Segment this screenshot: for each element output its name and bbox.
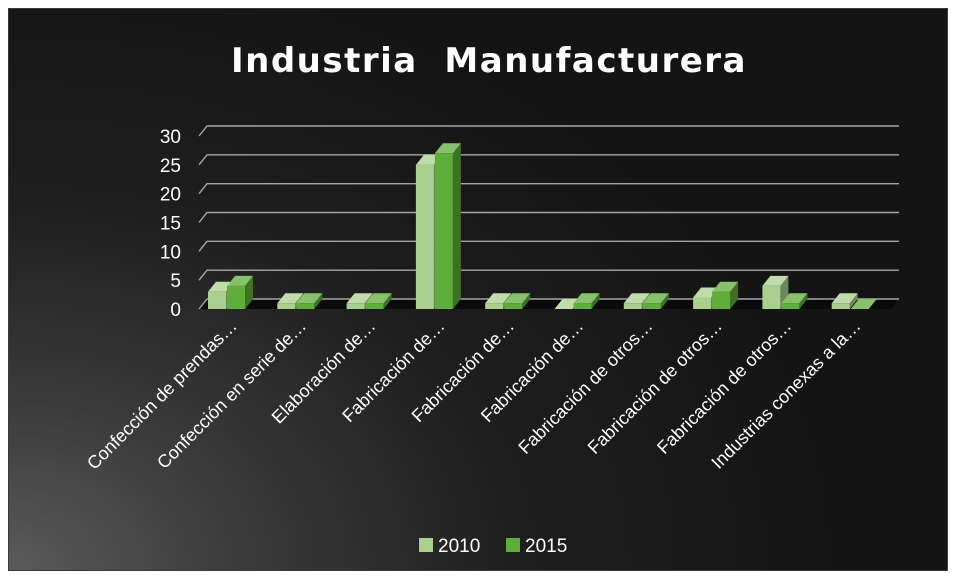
x-tick-label: Fabricación de otros… (653, 316, 795, 458)
bar-front (623, 303, 642, 309)
bar-top (365, 293, 392, 304)
legend-swatch (419, 538, 433, 552)
bar-top (277, 293, 304, 304)
bar-front (415, 164, 434, 309)
bar-side (660, 293, 669, 309)
bar-top (485, 293, 512, 304)
gridline (198, 240, 899, 252)
x-tick-label: Fabricación de otros… (584, 316, 726, 458)
y-tick-label: 25 (160, 156, 181, 177)
gridlines (198, 125, 899, 310)
bar-side (314, 293, 323, 309)
bar-top (831, 293, 858, 304)
y-tick-label: 0 (170, 300, 181, 321)
bar-top (434, 143, 461, 154)
bar-top (762, 275, 789, 286)
legend-label: 2010 (438, 536, 480, 557)
bar (504, 293, 531, 309)
gridline (198, 154, 899, 166)
bar-front (781, 303, 800, 309)
bar-side (799, 293, 808, 309)
bar-front (296, 303, 315, 309)
bar-front (762, 285, 781, 309)
bar-front (365, 303, 384, 309)
y-tick-label: 20 (160, 185, 181, 206)
bar-side (591, 293, 600, 309)
bar-side (849, 293, 858, 309)
bar-side (452, 143, 461, 309)
bar-front (712, 291, 731, 309)
bar (365, 293, 392, 309)
bar-top (781, 293, 808, 304)
y-tick-label: 15 (160, 214, 181, 235)
bar-front (485, 303, 504, 309)
bar-front (277, 303, 296, 309)
bar (781, 293, 808, 309)
bar-front (227, 285, 245, 309)
legend-item: 2015 (506, 536, 567, 557)
bar-front (504, 303, 523, 309)
x-tick-label: Fabricación de otros… (514, 316, 656, 458)
bar-front (434, 153, 453, 309)
chart-title: Industria Manufacturera (231, 41, 747, 81)
legend-item: 2010 (419, 536, 480, 557)
bar-top (346, 293, 373, 304)
bar (227, 275, 253, 309)
y-tick-label: 30 (160, 127, 181, 148)
bar (642, 293, 669, 309)
bar-side (730, 281, 739, 309)
y-tick-label: 5 (170, 271, 181, 292)
bar (296, 293, 323, 309)
bar-side (383, 293, 392, 309)
legend: 2010 2015 (419, 536, 567, 557)
bar-top (227, 275, 253, 286)
bar-front (831, 303, 850, 309)
bar-top (642, 293, 669, 304)
chart-frame: Industria Manufacturera 0 5 10 15 20 25 30 Con… (8, 8, 948, 571)
bar-top (850, 299, 877, 309)
bar (573, 293, 600, 309)
bars (208, 143, 877, 309)
x-axis-ticks: Confección de prendas…Confección en seri… (83, 316, 864, 474)
bar (831, 293, 858, 309)
y-tick-label: 10 (160, 242, 181, 263)
bar-front (346, 303, 365, 309)
bar-front (208, 291, 226, 309)
bar-front (693, 297, 712, 309)
gridline (198, 125, 899, 137)
gridline (198, 182, 899, 195)
bar-top (712, 281, 739, 292)
bar-top (623, 293, 650, 304)
legend-label: 2015 (525, 536, 567, 557)
bar-top (573, 293, 600, 304)
bar-front (573, 303, 592, 309)
y-axis-ticks: 0 5 10 15 20 25 30 (160, 127, 181, 321)
bar-top (296, 293, 323, 304)
chart-svg: Industria Manufacturera 0 5 10 15 20 25 30 Con… (83, 41, 899, 557)
legend-swatch (506, 538, 520, 552)
bar-side (245, 275, 253, 309)
bar (850, 299, 877, 309)
x-tick-label: Industrias conexas a la… (707, 316, 864, 473)
bar-side (522, 293, 531, 309)
bar-top (504, 293, 531, 304)
gridline (198, 211, 899, 223)
bar (712, 281, 739, 309)
gridline (198, 269, 899, 281)
bar (434, 143, 461, 309)
bar-front (642, 303, 661, 309)
